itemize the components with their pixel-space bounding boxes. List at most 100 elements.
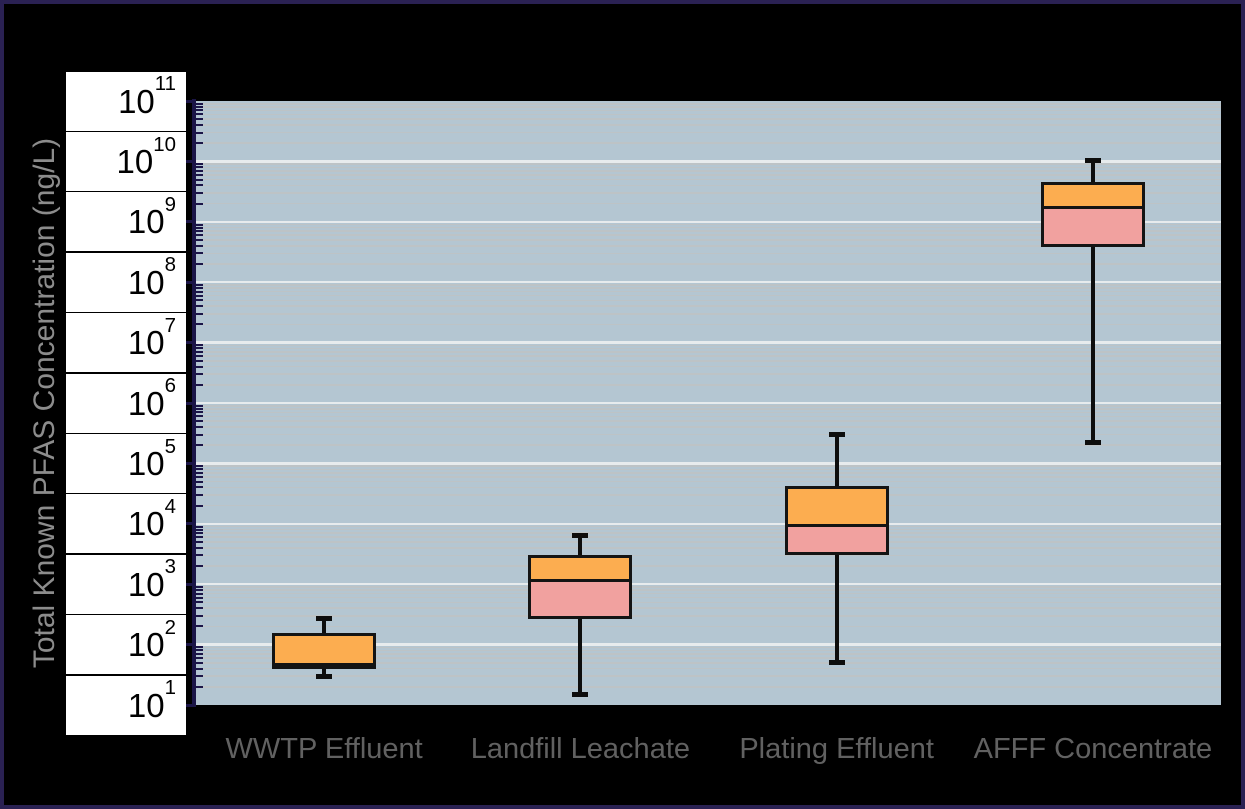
y-major-tick bbox=[184, 401, 196, 405]
minor-gridline bbox=[196, 675, 1221, 678]
major-gridline bbox=[196, 160, 1221, 163]
y-minor-tick bbox=[196, 350, 203, 353]
minor-gridline bbox=[196, 113, 1221, 116]
minor-gridline bbox=[196, 554, 1221, 557]
minor-gridline bbox=[196, 405, 1221, 407]
y-minor-tick bbox=[196, 554, 203, 557]
y-minor-tick bbox=[196, 407, 203, 410]
y-minor-tick bbox=[196, 294, 203, 297]
y-minor-tick bbox=[196, 649, 203, 652]
y-tick-label: 1011 bbox=[66, 71, 186, 131]
y-tick-label: 108 bbox=[66, 252, 186, 312]
minor-gridline bbox=[196, 532, 1221, 534]
minor-gridline bbox=[196, 525, 1221, 528]
y-minor-tick bbox=[196, 299, 203, 302]
y-minor-tick bbox=[196, 525, 203, 528]
minor-gridline bbox=[196, 433, 1221, 436]
y-minor-tick bbox=[196, 475, 203, 478]
y-minor-tick bbox=[196, 166, 203, 169]
y-minor-tick bbox=[196, 312, 203, 315]
upper-whisker-stem bbox=[834, 434, 839, 487]
y-tick-label: 107 bbox=[66, 313, 186, 373]
y-major-tick bbox=[184, 159, 196, 163]
y-minor-tick bbox=[196, 131, 203, 134]
y-minor-tick bbox=[196, 646, 203, 649]
minor-gridline bbox=[196, 245, 1221, 247]
y-minor-tick bbox=[196, 480, 203, 483]
upper-whisker-cap bbox=[828, 432, 845, 438]
y-minor-tick bbox=[196, 486, 203, 489]
y-minor-tick bbox=[196, 202, 203, 205]
y-minor-tick bbox=[196, 102, 203, 105]
minor-gridline bbox=[196, 287, 1221, 289]
minor-gridline bbox=[196, 444, 1221, 447]
y-minor-tick bbox=[196, 675, 203, 678]
y-tick-label-text: 101 bbox=[127, 676, 176, 724]
minor-gridline bbox=[196, 596, 1221, 599]
upper-whisker-stem bbox=[322, 618, 327, 634]
upper-quartile-segment bbox=[787, 489, 886, 524]
minor-gridline bbox=[196, 163, 1221, 165]
y-minor-tick bbox=[196, 411, 203, 414]
y-minor-tick bbox=[196, 230, 203, 233]
y-minor-tick bbox=[196, 532, 203, 535]
y-minor-tick bbox=[196, 685, 203, 688]
lower-whisker-cap bbox=[572, 691, 589, 697]
y-tick-label: 109 bbox=[66, 192, 186, 252]
y-minor-tick bbox=[196, 504, 203, 507]
y-minor-tick bbox=[196, 625, 203, 628]
y-major-tick bbox=[184, 99, 196, 103]
minor-gridline bbox=[196, 476, 1221, 478]
y-minor-tick bbox=[196, 287, 203, 290]
y-tick-label-text: 107 bbox=[127, 313, 176, 362]
minor-gridline bbox=[196, 408, 1221, 410]
minor-gridline bbox=[196, 607, 1221, 610]
minor-gridline bbox=[196, 536, 1221, 539]
minor-gridline bbox=[196, 415, 1221, 418]
minor-gridline bbox=[196, 192, 1221, 194]
major-gridline bbox=[196, 401, 1221, 405]
y-minor-tick bbox=[196, 667, 203, 670]
iqr-box bbox=[528, 555, 633, 619]
minor-gridline bbox=[196, 109, 1221, 112]
minor-gridline bbox=[196, 468, 1221, 471]
y-minor-tick bbox=[196, 433, 203, 436]
minor-gridline bbox=[196, 226, 1221, 229]
y-tick-label: 103 bbox=[66, 554, 186, 614]
median-line bbox=[531, 579, 630, 583]
lower-whisker-cap bbox=[1084, 440, 1101, 446]
iqr-box bbox=[784, 486, 889, 556]
x-category-label-landfill-leachate: Landfill Leachate bbox=[470, 733, 691, 765]
y-minor-tick bbox=[196, 118, 203, 121]
minor-gridline bbox=[196, 586, 1221, 588]
minor-gridline bbox=[196, 653, 1221, 655]
minor-gridline bbox=[196, 142, 1221, 145]
y-minor-tick bbox=[196, 323, 203, 326]
y-tick-label: 105 bbox=[66, 433, 186, 493]
minor-gridline bbox=[196, 625, 1221, 628]
minor-gridline bbox=[196, 601, 1221, 604]
minor-gridline bbox=[196, 305, 1221, 308]
minor-gridline bbox=[196, 355, 1221, 357]
minor-gridline bbox=[196, 646, 1221, 649]
minor-gridline bbox=[196, 344, 1221, 347]
upper-whisker-cap bbox=[572, 532, 589, 538]
y-minor-tick bbox=[196, 607, 203, 610]
y-minor-tick bbox=[196, 113, 203, 116]
y-minor-tick bbox=[196, 528, 203, 531]
minor-gridline bbox=[196, 106, 1221, 108]
y-minor-tick bbox=[196, 290, 203, 293]
minor-gridline bbox=[196, 615, 1221, 617]
minor-gridline bbox=[196, 373, 1221, 376]
lower-whisker-stem bbox=[1090, 247, 1095, 443]
y-tick-label-text: 1011 bbox=[118, 72, 176, 120]
minor-gridline bbox=[196, 686, 1221, 688]
y-minor-tick bbox=[196, 656, 203, 659]
y-minor-tick bbox=[196, 354, 203, 357]
y-tick-label: 106 bbox=[66, 373, 186, 433]
y-minor-tick bbox=[196, 238, 203, 241]
major-gridline bbox=[196, 341, 1221, 344]
y-minor-tick bbox=[196, 142, 203, 145]
y-minor-tick bbox=[196, 652, 203, 655]
